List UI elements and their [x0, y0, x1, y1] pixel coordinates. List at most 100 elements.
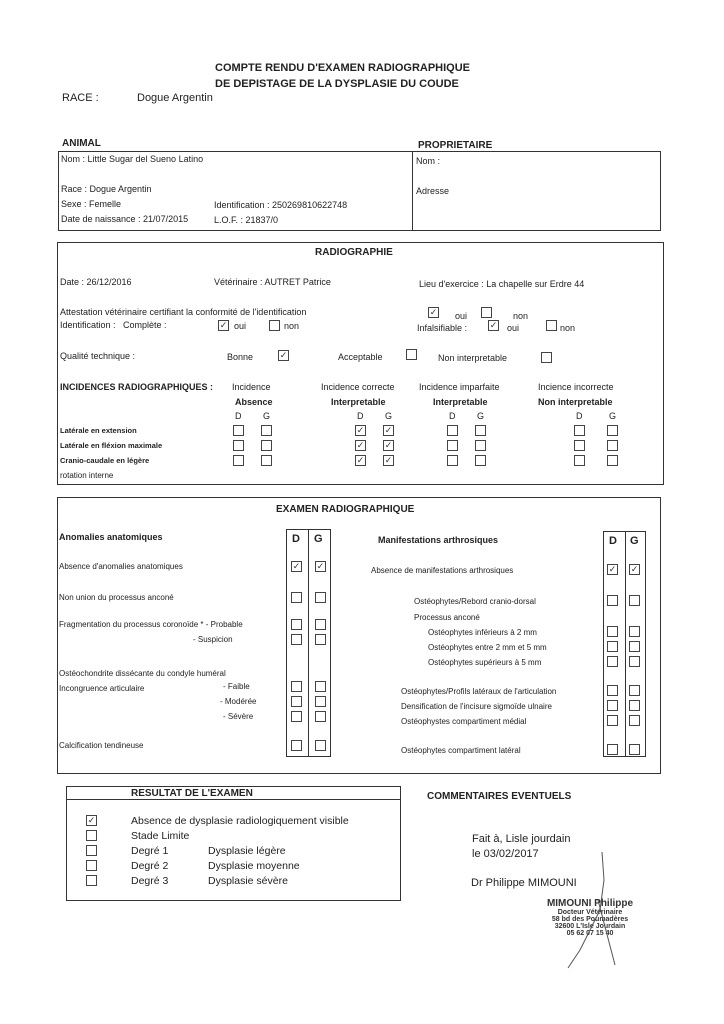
incidence-row-1-col-0-g-checkbox[interactable]	[261, 440, 272, 451]
anomalie-row-7-g-checkbox[interactable]	[315, 740, 326, 751]
doctor-name: Dr Philippe MIMOUNI	[471, 877, 577, 889]
anomalie-row-1-g-checkbox[interactable]	[315, 592, 326, 603]
infalsifiable-non-checkbox[interactable]	[546, 320, 557, 331]
anomalie-row-4-g-checkbox[interactable]	[315, 681, 326, 692]
stamp-title: Docteur Vétérinaire	[557, 909, 623, 916]
infalsifiable-oui-checkbox[interactable]: ✓	[488, 320, 499, 331]
arthrose-row-5-d-checkbox[interactable]	[607, 685, 618, 696]
exam-date: Date : 26/12/2016	[60, 277, 132, 287]
anomalie-row-3-g-checkbox[interactable]	[315, 634, 326, 645]
arthrose-row-4-d-checkbox[interactable]	[607, 656, 618, 667]
column-3-g-label: G	[609, 411, 617, 421]
incidence-row-1-col-3-d-checkbox[interactable]	[574, 440, 585, 451]
incidence-row-1-col-2-g-checkbox[interactable]	[475, 440, 486, 451]
stamp-name: MIMOUNI Philippe	[546, 898, 634, 909]
incidence-column-2-bottom: Interpretable	[433, 397, 488, 407]
arthrose-row-7-d-checkbox[interactable]	[607, 715, 618, 726]
incidence-row-0-col-0-g-checkbox[interactable]	[261, 425, 272, 436]
attestation-oui-label: oui	[455, 311, 468, 321]
proprietaire-nom: Nom :	[416, 156, 441, 166]
arthrose-row-8-d-checkbox[interactable]	[607, 744, 618, 755]
resultat-box: RESULTAT DE L'EXAMEN ✓ Absence de dysplas…	[66, 786, 401, 901]
anomalie-row-0-d-checkbox[interactable]: ✓	[291, 561, 302, 572]
handwritten-signature	[567, 851, 616, 969]
complete-non-checkbox[interactable]	[269, 320, 280, 331]
anomalie-row-7-d-checkbox[interactable]	[291, 740, 302, 751]
anomalie-row-6-d-checkbox[interactable]	[291, 711, 302, 722]
arthrose-row-0-g-checkbox[interactable]: ✓	[629, 564, 640, 575]
arthrose-row-4-g-checkbox[interactable]	[629, 656, 640, 667]
incidence-row-0-col-1-g-checkbox[interactable]: ✓	[383, 425, 394, 436]
incidence-row-1-col-1-d-checkbox[interactable]: ✓	[355, 440, 366, 451]
anomalie-row-2-g-checkbox[interactable]	[315, 619, 326, 630]
resultat-row-0-checkbox[interactable]: ✓	[86, 815, 97, 826]
anomalie-row-5-g-checkbox[interactable]	[315, 696, 326, 707]
incidence-row-0-col-0-d-checkbox[interactable]	[233, 425, 244, 436]
arthrose-row-3-d-checkbox[interactable]	[607, 641, 618, 652]
resultat-grade: Degré 2	[131, 860, 169, 872]
column-2-d-label: D	[449, 411, 456, 421]
signature-date: le 03/02/2017	[472, 848, 539, 860]
anomalie-row-0-g-checkbox[interactable]: ✓	[315, 561, 326, 572]
qualite-bonne-checkbox[interactable]: ✓	[278, 350, 289, 361]
animal-nom: Nom : Little Sugar del Sueno Latino	[61, 154, 204, 164]
qualite-acceptable-checkbox[interactable]	[406, 349, 417, 360]
incidence-row-2-col-2-d-checkbox[interactable]	[447, 455, 458, 466]
arthrose-row-1-g-checkbox[interactable]	[629, 595, 640, 606]
complete-oui-checkbox[interactable]: ✓	[218, 320, 229, 331]
column-2-g-label: G	[477, 411, 485, 421]
incidence-row-0-col-2-d-checkbox[interactable]	[447, 425, 458, 436]
anomalie-row-label: - Faible	[223, 682, 250, 691]
incidence-row-2-col-3-g-checkbox[interactable]	[607, 455, 618, 466]
arthrose-row-label: Absence de manifestations arthrosiques	[371, 566, 514, 575]
manifestations-heading: Manifestations arthrosiques	[378, 535, 499, 545]
radiographie-title: RADIOGRAPHIE	[315, 247, 393, 258]
attestation-non-checkbox[interactable]	[481, 307, 492, 318]
resultat-label: Absence de dysplasie radiologiquement vi…	[131, 815, 349, 827]
rotation-interne: rotation interne	[60, 471, 114, 480]
arthrose-row-0-d-checkbox[interactable]: ✓	[607, 564, 618, 575]
incidence-row-0-col-3-g-checkbox[interactable]	[607, 425, 618, 436]
incidence-row-1-col-2-d-checkbox[interactable]	[447, 440, 458, 451]
incidence-row-2-col-3-d-checkbox[interactable]	[574, 455, 585, 466]
incidence-row-2-col-1-g-checkbox[interactable]: ✓	[383, 455, 394, 466]
incidence-row-1-col-1-g-checkbox[interactable]: ✓	[383, 440, 394, 451]
incidence-row-2-col-2-g-checkbox[interactable]	[475, 455, 486, 466]
arthrose-row-7-g-checkbox[interactable]	[629, 715, 640, 726]
animal-heading: ANIMAL	[62, 138, 101, 149]
resultat-row-1-checkbox[interactable]	[86, 830, 97, 841]
incidence-row-0-col-3-d-checkbox[interactable]	[574, 425, 585, 436]
incidence-row-label: Latérale en extension	[60, 426, 137, 435]
incidence-row-2-col-1-d-checkbox[interactable]: ✓	[355, 455, 366, 466]
resultat-row-3-checkbox[interactable]	[86, 860, 97, 871]
incidence-row-0-col-2-g-checkbox[interactable]	[475, 425, 486, 436]
incidence-row-2-col-0-d-checkbox[interactable]	[233, 455, 244, 466]
incidence-row-2-col-0-g-checkbox[interactable]	[261, 455, 272, 466]
resultat-row-4-checkbox[interactable]	[86, 875, 97, 886]
qualite-non-interpretable-checkbox[interactable]	[541, 352, 552, 363]
arthrose-row-1-d-checkbox[interactable]	[607, 595, 618, 606]
anomalie-row-3-d-checkbox[interactable]	[291, 634, 302, 645]
incidence-row-1-col-0-d-checkbox[interactable]	[233, 440, 244, 451]
incidence-column-0-top: Incidence	[232, 382, 271, 392]
arthrose-row-8-g-checkbox[interactable]	[629, 744, 640, 755]
arthrose-row-3-g-checkbox[interactable]	[629, 641, 640, 652]
arthrose-row-label: Ostéophytes inférieurs à 2 mm	[428, 628, 537, 637]
arthrose-row-6-d-checkbox[interactable]	[607, 700, 618, 711]
arthrose-row-5-g-checkbox[interactable]	[629, 685, 640, 696]
resultat-row-2-checkbox[interactable]	[86, 845, 97, 856]
anomalie-row-1-d-checkbox[interactable]	[291, 592, 302, 603]
arthrose-row-2-g-checkbox[interactable]	[629, 626, 640, 637]
anomalie-row-6-g-checkbox[interactable]	[315, 711, 326, 722]
resultat-grade: Degré 3	[131, 875, 169, 887]
arthrose-row-6-g-checkbox[interactable]	[629, 700, 640, 711]
anomalie-row-4-d-checkbox[interactable]	[291, 681, 302, 692]
proprietaire-heading: PROPRIETAIRE	[418, 140, 493, 151]
incidence-row-0-col-1-d-checkbox[interactable]: ✓	[355, 425, 366, 436]
anomalie-row-5-d-checkbox[interactable]	[291, 696, 302, 707]
anomalie-row-2-d-checkbox[interactable]	[291, 619, 302, 630]
incidence-row-1-col-3-g-checkbox[interactable]	[607, 440, 618, 451]
attestation-oui-checkbox[interactable]: ✓	[428, 307, 439, 318]
left-g-header: G	[314, 533, 323, 545]
arthrose-row-2-d-checkbox[interactable]	[607, 626, 618, 637]
